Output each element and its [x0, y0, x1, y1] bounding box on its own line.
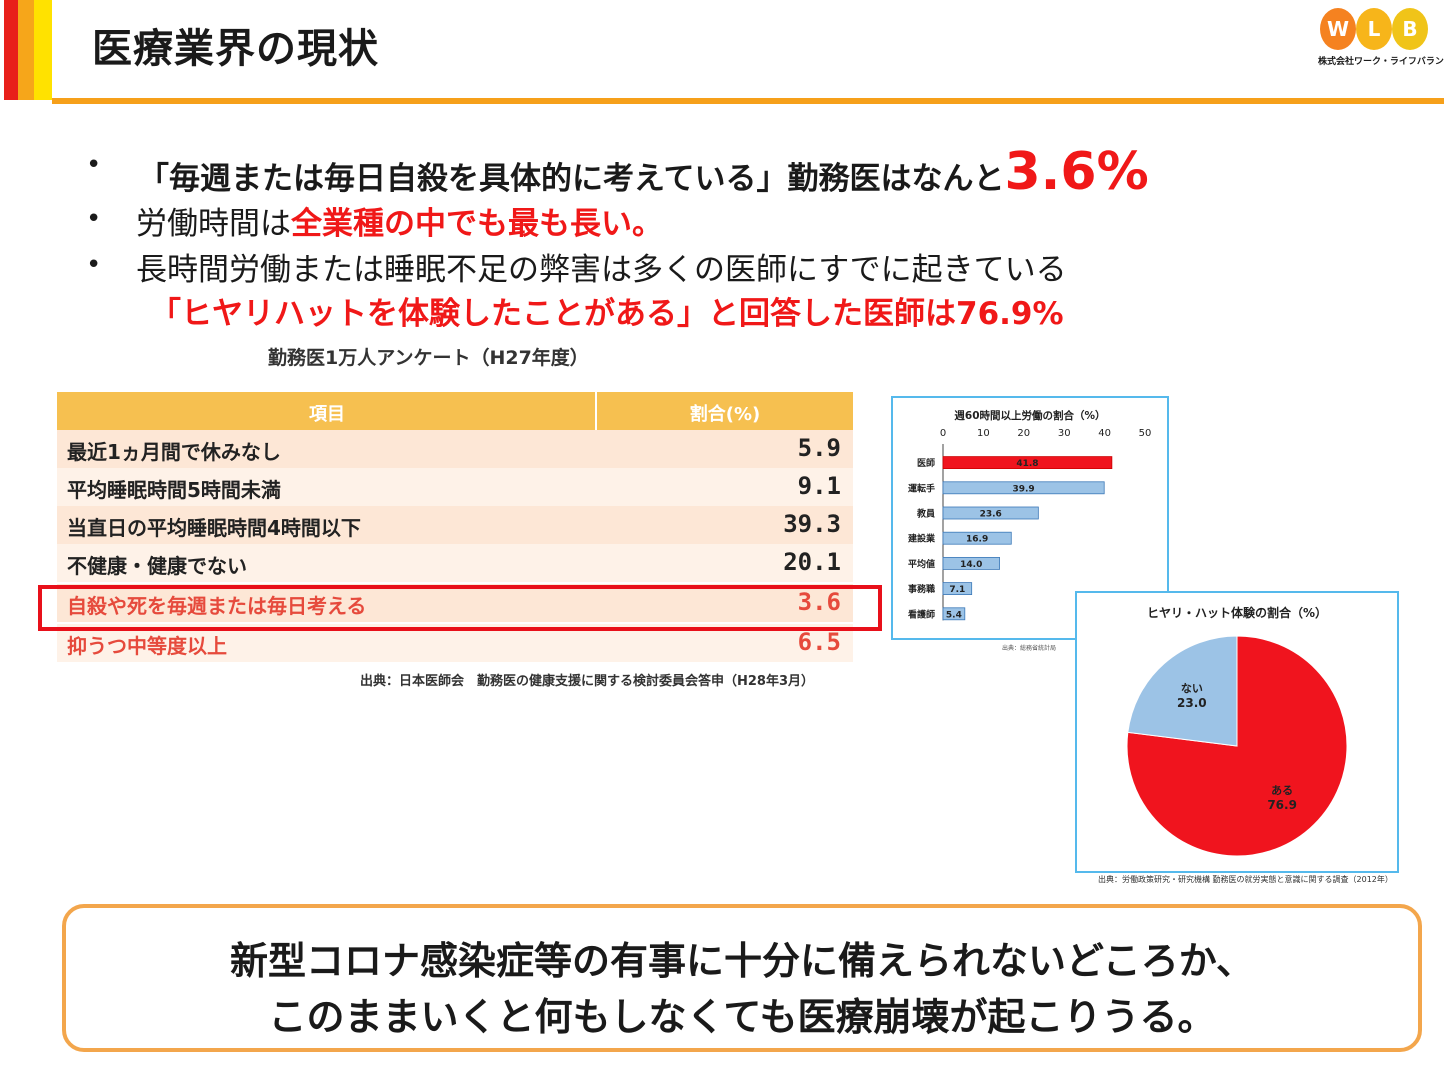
pie-label-aru-value: 76.9: [1267, 798, 1297, 812]
bar-category-label: 医師: [917, 457, 935, 469]
table-cell-value: 6.5: [797, 628, 841, 656]
table-row: 最近1ヵ月間で休みなし 5.9: [57, 430, 853, 468]
bar-category-label: 建設業: [908, 533, 936, 545]
bar-category-label: 運転手: [908, 482, 935, 494]
bar-mark: [942, 607, 966, 621]
pie-chart-source: 出典：労働政策研究・研究機構 勤務医の就労実態と意識に関する調査（2012年）: [1098, 875, 1393, 884]
table-cell-label: 最近1ヵ月間で休みなし: [67, 440, 281, 464]
bar-mark: [942, 582, 973, 596]
table-header-item: 項目: [309, 404, 345, 425]
table-row: 平均睡眠時間5時間未満 9.1: [57, 468, 853, 506]
bar-value-label: 14.0: [960, 560, 982, 570]
table-header-divider: [595, 392, 597, 430]
bar-chart-title: 週60時間以上労働の割合（%）: [954, 409, 1105, 422]
survey-source: 出典：日本医師会 勤務医の健康支援に関する検討委員会答申（H28年3月）: [360, 674, 815, 689]
table-highlight-frame: [38, 585, 882, 631]
survey-title: 勤務医1万人アンケート（H27年度）: [268, 347, 589, 369]
bar-mark: [942, 456, 1113, 469]
table-row: 当直日の平均睡眠時間4時間以下 39.3: [57, 506, 853, 544]
pie-label-nai-name: ない: [1181, 682, 1203, 695]
table-cell-value: 20.1: [783, 548, 841, 576]
logo-letter-l: L: [1356, 8, 1392, 50]
pie-chart-title: ヒヤリ・ハット体験の割合（%）: [1147, 605, 1327, 620]
conclusion-line-1: 新型コロナ感染症等の有事に十分に備えられないどころか、: [229, 939, 1255, 983]
bar-mark: [942, 556, 1000, 570]
header-accent-yellow: [34, 0, 52, 100]
bullet-marker: •: [86, 204, 102, 234]
table-row: 不健康・健康でない 20.1: [57, 544, 853, 582]
table-cell-label: 不健康・健康でない: [67, 554, 247, 578]
table-cell-value: 9.1: [797, 472, 841, 500]
page-title: 医療業界の現状: [92, 26, 379, 72]
bar-tick-label: 10: [977, 428, 990, 439]
table-header: 項目 割合(%): [57, 392, 853, 430]
bullet-working-hours: 労働時間は全業種の中でも最も長い。: [136, 198, 663, 243]
logo-letter-b: B: [1392, 8, 1428, 50]
bar-tick-label: 20: [1017, 428, 1030, 439]
header-accent-red: [4, 0, 18, 100]
bar-tick-label: 0: [940, 428, 946, 439]
bullet-hours-prefix: 労働時間は: [136, 206, 291, 242]
bar-category-label: 事務職: [908, 583, 935, 595]
bar-value-label: 5.4: [946, 610, 962, 620]
table-row-highlighted: 自殺や死を毎週または毎日考える 3.6: [57, 584, 853, 622]
bar-value-label: 16.9: [966, 535, 988, 545]
bar-category-label: 教員: [916, 508, 935, 520]
bullet-suicide-stat: 「毎週または毎日自殺を具体的に考えている」勤務医はなんと3.6%: [138, 142, 1149, 202]
pie-label-nai-value: 23.0: [1177, 696, 1207, 710]
bar-tick-label: 50: [1139, 428, 1152, 439]
bar-category-label: 平均値: [908, 558, 935, 570]
table-header-ratio: 割合(%): [689, 404, 761, 425]
bar-mark: [942, 481, 1105, 495]
header-divider: [52, 98, 1444, 104]
conclusion-line-2: このままいくと何もしなくても医療崩壊が起こりうる。: [268, 995, 1216, 1039]
bar-value-label: 39.9: [1012, 484, 1034, 494]
bullet-suicide-text: 「毎週または毎日自殺を具体的に考えている」勤務医はなんと: [138, 161, 1005, 197]
bar-value-label: 23.6: [980, 510, 1002, 520]
table-cell-value: 5.9: [797, 434, 841, 462]
bullet-hiyari-highlight: 「ヒヤリハットを体験したことがある」と回答した医師は76.9%: [150, 296, 1064, 332]
bar-tick-label: 30: [1058, 428, 1071, 439]
pie-label-aru-name: ある: [1271, 784, 1293, 797]
pie-slice-nai: [1127, 635, 1238, 747]
bar-mark: [942, 531, 1012, 545]
logo-company-name: 株式会社ワーク・ライフバランス: [1318, 57, 1444, 67]
bullet-marker: •: [86, 150, 102, 180]
logo-letter-w: W: [1320, 8, 1356, 50]
company-logo: W L B 株式会社ワーク・ライフバランス: [1318, 8, 1444, 72]
header-accent-orange: [18, 0, 34, 100]
table-cell-label: 平均睡眠時間5時間未満: [67, 478, 281, 502]
pie-chart-panel: ヒヤリ・ハット体験の割合（%） ある 76.9 ない 23.0: [1075, 591, 1399, 873]
table-cell-value: 39.3: [783, 510, 841, 538]
table-cell-label: 抑うつ中等度以上: [67, 634, 227, 658]
bullet-hours-highlight: 全業種の中でも最も長い。: [291, 206, 663, 242]
bar-chart-source: 出典：総務省統計局: [1002, 645, 1057, 652]
bar-category-label: 看護師: [908, 608, 935, 620]
bar-chart: 週60時間以上労働の割合（%） 0 10 20 30 40 50 医師 41.8 運転手 39.9 教…: [908, 409, 1152, 621]
table-cell-value: 3.6: [797, 588, 841, 616]
table-cell-label: 自殺や死を毎週または毎日考える: [67, 594, 367, 618]
bullet-marker: •: [86, 250, 102, 280]
conclusion-box: 新型コロナ感染症等の有事に十分に備えられないどころか、 このままいくと何もしなく…: [62, 904, 1422, 1052]
bar-mark: [942, 506, 1039, 520]
bar-value-label: 41.8: [1016, 459, 1038, 469]
bar-value-label: 7.1: [949, 585, 965, 595]
bar-tick-label: 40: [1098, 428, 1111, 439]
table-cell-label: 当直日の平均睡眠時間4時間以下: [67, 516, 361, 540]
bullet-harm-text: 長時間労働または睡眠不足の弊害は多くの医師にすでに起きている: [136, 252, 1067, 288]
bullet-suicide-value: 3.6%: [1004, 142, 1149, 202]
